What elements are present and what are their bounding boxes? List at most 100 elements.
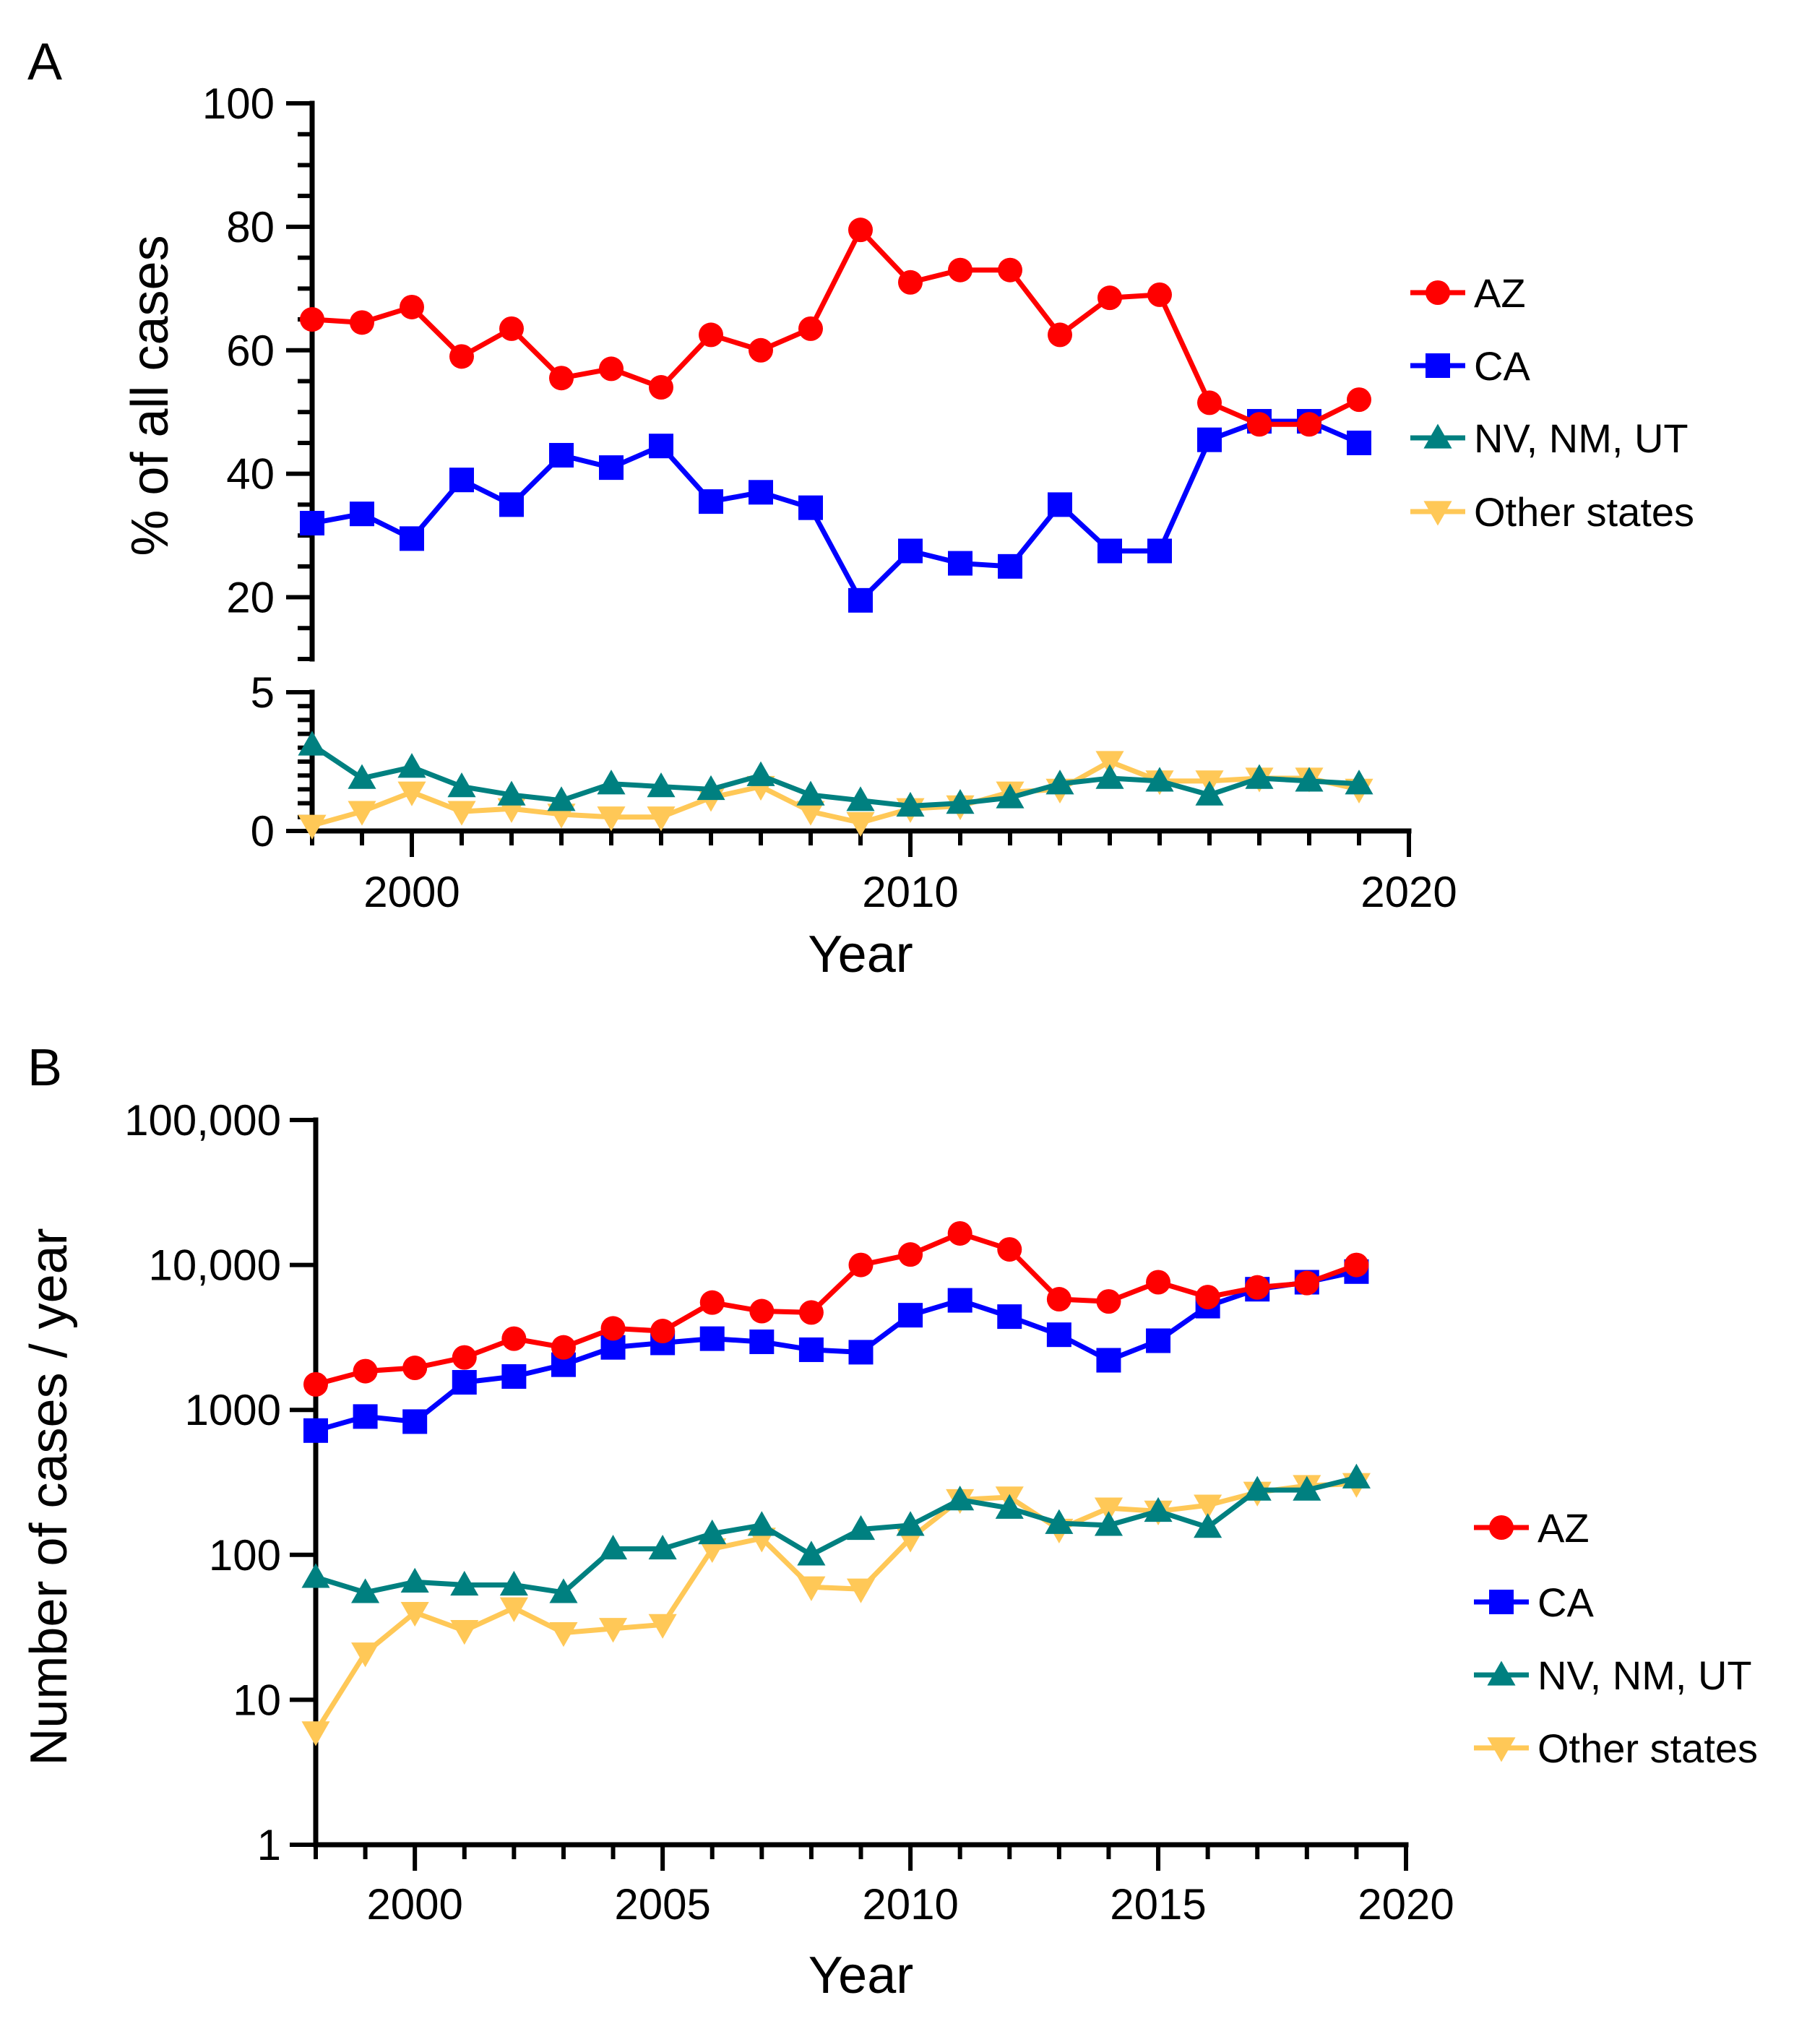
data-point	[1195, 780, 1224, 806]
data-point	[798, 1337, 824, 1362]
data-point	[1094, 1511, 1124, 1536]
y-tick-label: 100	[209, 1531, 281, 1580]
data-point	[501, 1364, 527, 1389]
data-point	[896, 791, 925, 817]
data-point	[946, 789, 975, 814]
data-point	[898, 1242, 923, 1267]
legend: AZ CA NV, NM, UT Other states	[1474, 1505, 1758, 1771]
data-point	[995, 1494, 1024, 1519]
y-tick-label: 0	[251, 807, 275, 856]
data-point	[1245, 764, 1274, 789]
x-axis-title: Year	[808, 1947, 913, 2004]
data-point	[1342, 1463, 1371, 1489]
y-tick-label: 60	[226, 327, 275, 375]
data-point	[298, 731, 327, 756]
legend-item-az: AZ	[1410, 270, 1526, 316]
data-point	[298, 814, 327, 840]
legend-label: AZ	[1537, 1505, 1590, 1551]
data-point	[996, 783, 1025, 809]
data-point	[397, 781, 426, 806]
data-point	[1245, 1275, 1270, 1300]
panel-a: A 20 40 60 80 100 0 5 2000 2010 2020 Year % of all …	[27, 33, 1694, 983]
data-point	[549, 1621, 578, 1647]
series-line-ca	[315, 1269, 1358, 1434]
y-tick-label: 40	[226, 450, 275, 499]
data-point	[698, 1538, 727, 1564]
data-point	[699, 489, 723, 514]
legend-label: CA	[1474, 343, 1530, 389]
data-point	[1194, 1513, 1222, 1538]
x-tick-label: 2020	[1360, 868, 1457, 916]
data-point	[301, 1563, 330, 1588]
legend-item-az: AZ	[1474, 1505, 1590, 1551]
x-tick-label: 2020	[1358, 1880, 1454, 1929]
legend-label: NV, NM, UT	[1474, 415, 1689, 461]
legend-marker	[1489, 1515, 1514, 1540]
legend-marker	[1423, 501, 1452, 526]
data-point	[1096, 1289, 1121, 1314]
panel-b-letter: B	[27, 1039, 62, 1097]
data-point	[450, 1570, 479, 1596]
data-point	[499, 492, 524, 517]
data-point	[499, 1597, 528, 1622]
data-point	[947, 1288, 972, 1313]
y-tick-label: 100	[202, 79, 275, 128]
series-ca	[300, 409, 1371, 613]
legend-marker	[1487, 1660, 1516, 1686]
y-tick-label: 20	[226, 574, 275, 622]
legend-marker	[1489, 1590, 1514, 1614]
data-point	[351, 1578, 380, 1603]
panel-a-letter: A	[27, 33, 62, 91]
data-point	[1046, 1322, 1071, 1348]
legend-label: CA	[1537, 1580, 1594, 1625]
data-point	[400, 526, 424, 551]
data-point	[1294, 1270, 1319, 1296]
data-point	[1095, 751, 1124, 776]
data-point	[797, 1576, 826, 1601]
series-line-nv-nm-ut	[311, 743, 1360, 809]
data-point	[798, 1300, 824, 1325]
series-line-az	[315, 1231, 1358, 1387]
data-point	[848, 217, 873, 243]
data-point	[896, 1511, 925, 1536]
data-point	[648, 1534, 677, 1560]
data-point	[848, 1340, 874, 1365]
legend-marker	[1487, 1737, 1516, 1762]
data-point	[301, 1721, 330, 1746]
data-point	[300, 307, 324, 332]
data-point	[600, 1316, 626, 1341]
x-tick-label: 2015	[1110, 1880, 1206, 1929]
data-point	[449, 344, 474, 369]
series-nv-nm-ut	[301, 1463, 1371, 1603]
data-point	[648, 1614, 677, 1639]
data-point	[1197, 390, 1222, 415]
data-point	[1147, 282, 1172, 307]
x-tick-label: 2000	[366, 1880, 462, 1929]
y-axis-title: Number of cases / year	[20, 1228, 78, 1765]
data-point	[599, 356, 624, 382]
data-point	[549, 1578, 578, 1603]
series-line-other-states	[311, 759, 1360, 828]
data-point	[1345, 770, 1373, 795]
legend-item-nv-nm-ut: NV, NM, UT	[1410, 415, 1689, 461]
data-point	[598, 1534, 628, 1560]
data-point	[449, 468, 474, 493]
series-line-az	[311, 227, 1360, 427]
data-point	[497, 780, 526, 806]
data-point	[1046, 1287, 1071, 1312]
data-point	[400, 1567, 429, 1593]
data-point	[300, 511, 324, 536]
data-point	[501, 1326, 527, 1351]
data-point	[846, 1515, 876, 1541]
data-point	[696, 775, 725, 801]
data-point	[450, 1620, 479, 1645]
data-point	[1295, 767, 1324, 792]
data-point	[948, 551, 972, 576]
data-point	[649, 375, 673, 400]
x-tick-label: 2000	[363, 868, 460, 916]
data-point	[998, 553, 1022, 579]
data-point	[1195, 1285, 1220, 1310]
data-point	[749, 1329, 775, 1354]
data-point	[647, 772, 676, 798]
data-point	[848, 1252, 874, 1278]
